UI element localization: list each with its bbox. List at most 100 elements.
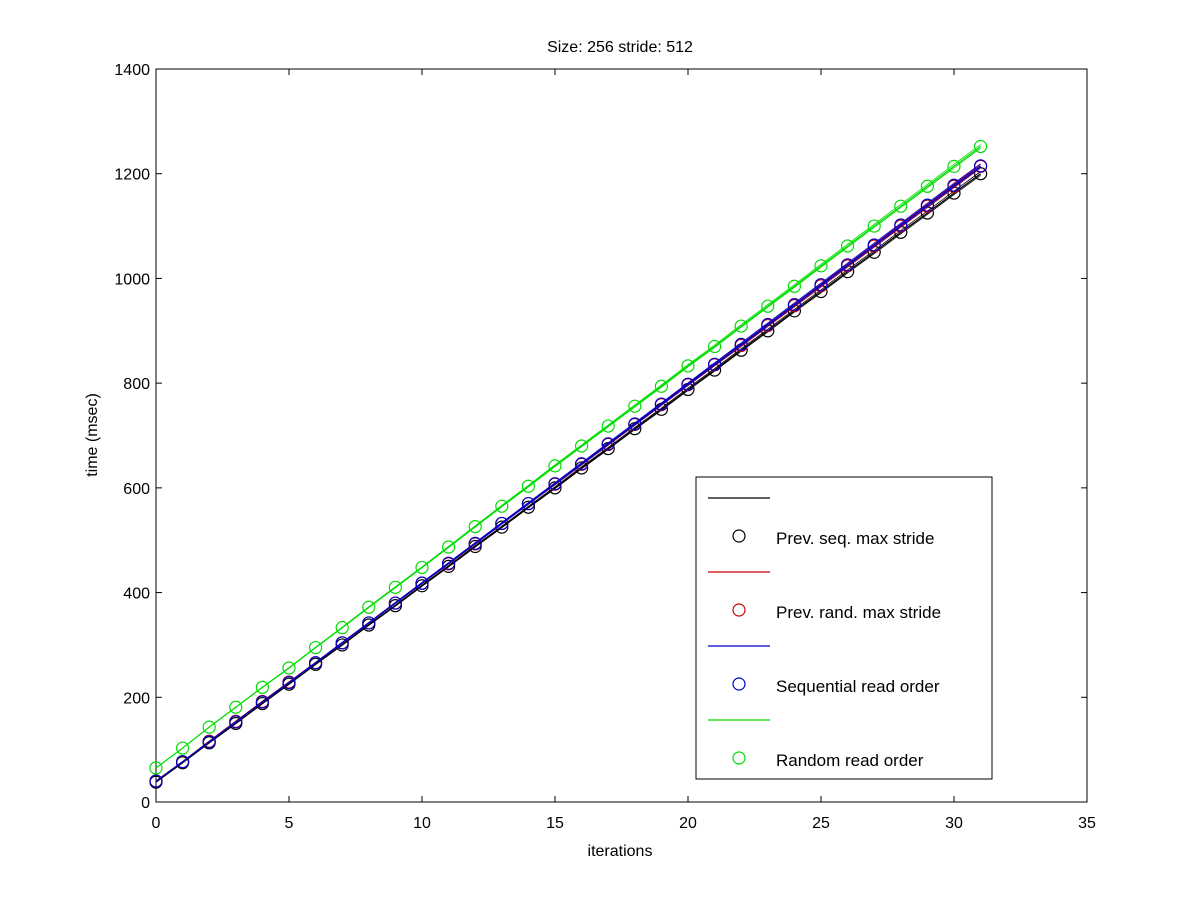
legend-box xyxy=(695,476,993,780)
x-tick-label: 25 xyxy=(812,815,830,832)
x-tick-label: 0 xyxy=(152,815,161,832)
data-point xyxy=(601,437,615,451)
y-tick-label: 800 xyxy=(123,376,150,393)
axes-box xyxy=(155,68,1088,803)
data-point xyxy=(415,560,429,575)
data-point xyxy=(973,159,988,173)
data-point xyxy=(255,695,269,709)
data-point xyxy=(202,735,216,749)
data-point xyxy=(309,640,323,655)
legend: Prev. seq. max stride Prev. rand. max str… xyxy=(695,476,993,780)
data-point xyxy=(442,540,456,554)
data-point xyxy=(920,179,935,193)
data-point xyxy=(176,755,190,769)
plot-area: 0 5 10 15 20 25 30 35 0 200 400 600 800 1000 1200 1400 xyxy=(114,62,1096,832)
series-2 xyxy=(149,159,988,788)
data-point xyxy=(468,536,482,550)
data-point xyxy=(282,661,296,675)
data-point xyxy=(468,520,482,534)
data-point xyxy=(229,715,243,729)
data-point xyxy=(548,459,562,473)
data-point xyxy=(601,419,615,433)
data-point xyxy=(707,357,722,371)
data-point xyxy=(734,337,748,351)
data-point xyxy=(894,218,908,232)
data-point xyxy=(149,761,163,775)
data-point xyxy=(840,258,855,272)
data-point xyxy=(814,259,828,273)
data-point xyxy=(255,680,269,694)
data-point xyxy=(335,636,349,650)
x-axis-ticks: 0 5 10 15 20 25 30 35 xyxy=(152,69,1096,832)
y-tick-label: 600 xyxy=(123,481,150,498)
data-point xyxy=(867,238,881,252)
data-point xyxy=(681,359,695,373)
data-point xyxy=(548,477,562,491)
data-point xyxy=(814,278,828,292)
data-point xyxy=(362,616,376,630)
data-point xyxy=(176,741,190,755)
data-point xyxy=(309,656,323,670)
legend-label: Prev. rand. max stride xyxy=(776,603,941,622)
data-point xyxy=(654,379,669,393)
data-point xyxy=(787,298,802,312)
data-point xyxy=(574,439,589,453)
data-point xyxy=(362,600,376,614)
legend-marker-swatch xyxy=(732,603,746,617)
data-point xyxy=(495,516,509,531)
data-point xyxy=(654,397,669,411)
data-point xyxy=(442,556,456,570)
y-tick-label: 200 xyxy=(123,690,150,707)
chart-title: Size: 256 stride: 512 xyxy=(547,39,693,56)
series-layer xyxy=(149,139,988,789)
y-tick-label: 1400 xyxy=(114,62,150,79)
legend-label: Sequential read order xyxy=(776,677,940,696)
data-point xyxy=(947,159,961,173)
data-point xyxy=(840,239,855,253)
data-point xyxy=(521,479,536,493)
data-point xyxy=(681,377,695,391)
y-tick-label: 1000 xyxy=(114,271,150,288)
data-point xyxy=(628,417,642,431)
data-point xyxy=(973,139,988,154)
x-tick-label: 15 xyxy=(546,815,564,832)
legend-marker-swatch xyxy=(732,529,746,543)
legend-marker-swatch xyxy=(732,677,746,691)
data-point xyxy=(202,720,216,734)
x-tick-label: 5 xyxy=(285,815,294,832)
data-point xyxy=(628,399,642,413)
data-point xyxy=(787,279,802,293)
x-tick-label: 10 xyxy=(413,815,431,832)
y-axis-label: time (msec) xyxy=(84,393,101,477)
data-point xyxy=(867,219,881,233)
data-point xyxy=(761,317,775,332)
data-point xyxy=(707,339,722,354)
data-point xyxy=(415,576,429,590)
data-point xyxy=(388,580,402,594)
x-tick-label: 35 xyxy=(1078,815,1096,832)
legend-label: Prev. seq. max stride xyxy=(776,529,934,548)
data-point xyxy=(229,700,243,714)
data-point xyxy=(521,496,536,511)
y-tick-label: 1200 xyxy=(114,167,150,184)
series-3 xyxy=(149,139,988,775)
data-point xyxy=(149,774,163,788)
legend-marker-swatch xyxy=(732,751,746,765)
x-tick-label: 30 xyxy=(945,815,963,832)
data-point xyxy=(388,596,402,610)
data-point xyxy=(761,299,775,313)
x-axis-label: iterations xyxy=(588,843,653,860)
data-point xyxy=(495,499,509,513)
legend-label: Random read order xyxy=(776,751,924,770)
y-axis-ticks: 0 200 400 600 800 1000 1200 1400 xyxy=(114,62,1087,812)
data-point xyxy=(920,198,935,212)
data-point xyxy=(335,621,349,635)
x-tick-label: 20 xyxy=(679,815,697,832)
data-point xyxy=(574,457,589,471)
data-point xyxy=(947,178,961,192)
y-tick-label: 0 xyxy=(141,795,150,812)
data-point xyxy=(282,676,296,690)
legend-items: Prev. seq. max stride Prev. rand. max str… xyxy=(708,497,941,770)
data-point xyxy=(734,319,748,333)
